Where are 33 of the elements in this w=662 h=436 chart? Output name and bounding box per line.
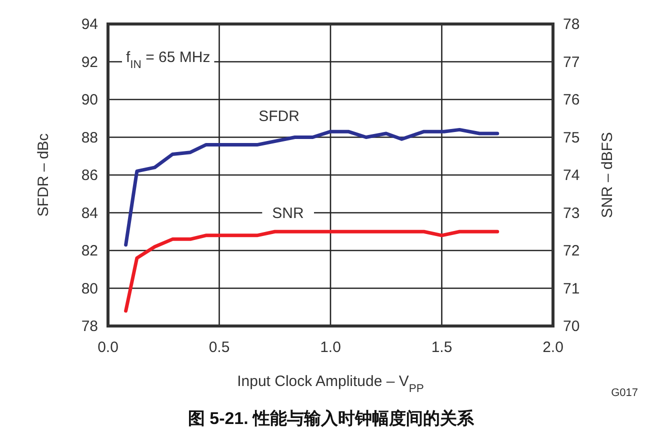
y2-tick-label: 76 [563,92,580,108]
x-tick-label: 0.5 [208,339,230,356]
x-tick-label: 2.0 [542,339,564,356]
y-tick-label: 80 [81,280,98,298]
y2-tick-label: 73 [563,204,580,222]
y2-axis-title: SNR – dBFS [599,132,616,218]
annotation: f$_{IN}$ = 65 MHz [126,49,210,71]
y-axis-title: SFDR – dBc [35,132,52,217]
y-tick-label: 92 [81,54,98,71]
y-tick-label: 84 [81,204,98,222]
y-tick-label: 94 [81,16,98,33]
y2-tick-label: 74 [563,167,580,184]
x-tick-label: 1.0 [320,339,341,356]
line-series [124,230,500,313]
line-series [124,128,500,247]
y-tick-label: 82 [81,242,98,260]
y-tick-label: 86 [81,167,98,184]
x-axis-title: Input Clock Amplitude – V$_{PP}$ [237,373,424,395]
y2-tick-label: 71 [563,280,580,298]
y-tick-label: 90 [81,92,98,108]
x-tick-label: 0.0 [98,339,118,356]
text: G017 [611,387,638,399]
y2-tick-label: 70 [563,318,580,335]
x-tick-label: 1.5 [431,339,452,356]
y2-tick-label: 75 [563,129,580,146]
series-label: SFDR [258,108,300,125]
y-tick-label: 78 [81,318,98,335]
y-tick-label: 88 [81,129,98,146]
series-label: SNR [272,205,304,222]
y2-tick-label: 72 [563,242,580,260]
y2-tick-label: 78 [563,16,580,33]
y2-tick-label: 77 [563,54,580,71]
text: 图 5-21. 性能与输入时钟幅度间的关系 [188,409,476,428]
